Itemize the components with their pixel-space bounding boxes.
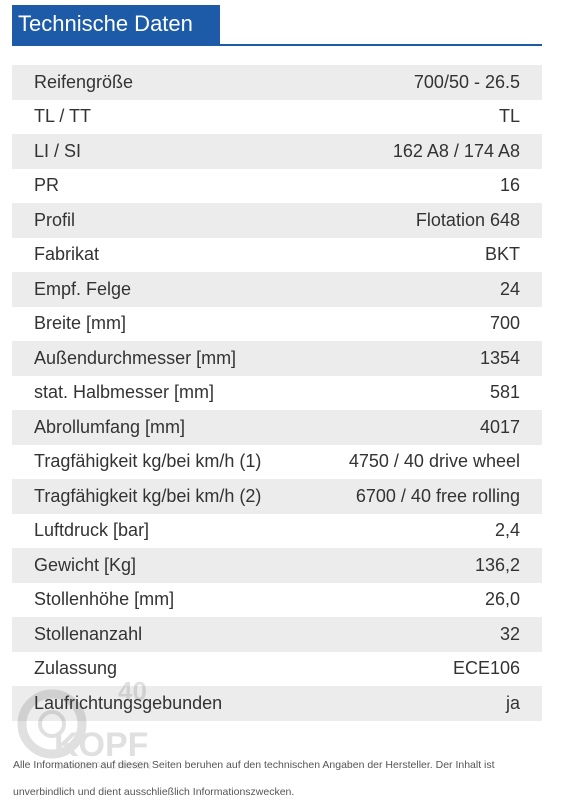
spec-row: Empf. Felge 24 <box>12 272 542 307</box>
spec-row: Profil Flotation 648 <box>12 203 542 238</box>
disclaimer-line-1: Alle Informationen auf diesen Seiten ber… <box>13 759 495 771</box>
spec-label: PR <box>12 168 308 203</box>
spec-label: Abrollumfang [mm] <box>12 410 308 445</box>
disclaimer: Alle Informationen auf diesen Seiten ber… <box>13 752 553 806</box>
spec-value: 16 <box>307 168 542 203</box>
spec-label: Reifengröße <box>12 65 308 100</box>
spec-label: Außendurchmesser [mm] <box>12 341 308 376</box>
spec-label: Gewicht [Kg] <box>12 548 308 583</box>
spec-value: 136,2 <box>307 548 542 583</box>
spec-value: 700 <box>307 306 542 341</box>
spec-value: 4017 <box>307 410 542 445</box>
section-title: Technische Daten <box>12 5 220 44</box>
spec-value: 24 <box>307 272 542 307</box>
spec-row: LI / SI 162 A8 / 174 A8 <box>12 134 542 169</box>
spec-label: Stollenhöhe [mm] <box>12 582 308 617</box>
spec-value: TL <box>307 99 542 134</box>
spec-value: 1354 <box>307 341 542 376</box>
spec-label: Tragfähigkeit kg/bei km/h (2) <box>12 479 308 514</box>
spec-label: Laufrichtungsgebunden <box>12 686 308 721</box>
spec-row: stat. Halbmesser [mm] 581 <box>12 375 542 410</box>
spec-label: Zulassung <box>12 651 308 686</box>
spec-label: Stollenanzahl <box>12 617 308 652</box>
spec-row: Tragfähigkeit kg/bei km/h (2) 6700 / 40 f… <box>12 479 542 514</box>
section-header: Technische Daten <box>12 5 542 46</box>
spec-row: Tragfähigkeit kg/bei km/h (1) 4750 / 40 d… <box>12 444 542 479</box>
spec-label: stat. Halbmesser [mm] <box>12 375 308 410</box>
spec-table-body: Reifengröße 700/50 - 26.5 TL / TT TL LI / SI… <box>12 65 542 721</box>
spec-row: Zulassung ECE106 <box>12 651 542 686</box>
spec-value: 32 <box>307 617 542 652</box>
spec-label: TL / TT <box>12 99 308 134</box>
spec-label: Fabrikat <box>12 237 308 272</box>
spec-value: 162 A8 / 174 A8 <box>307 134 542 169</box>
spec-label: Empf. Felge <box>12 272 308 307</box>
spec-row: Fabrikat BKT <box>12 237 542 272</box>
spec-label: Profil <box>12 203 308 238</box>
spec-row: Stollenanzahl 32 <box>12 617 542 652</box>
spec-row: Gewicht [Kg] 136,2 <box>12 548 542 583</box>
spec-value: 26,0 <box>307 582 542 617</box>
spec-row: Stollenhöhe [mm] 26,0 <box>12 582 542 617</box>
spec-value: ja <box>307 686 542 721</box>
spec-value: 581 <box>307 375 542 410</box>
spec-table: Reifengröße 700/50 - 26.5 TL / TT TL LI / SI… <box>12 65 542 721</box>
spec-value: ECE106 <box>307 651 542 686</box>
spec-value: 4750 / 40 drive wheel <box>307 444 542 479</box>
spec-label: Luftdruck [bar] <box>12 513 308 548</box>
spec-row: Luftdruck [bar] 2,4 <box>12 513 542 548</box>
spec-value: BKT <box>307 237 542 272</box>
spec-label: LI / SI <box>12 134 308 169</box>
header-divider <box>12 44 542 46</box>
spec-label: Tragfähigkeit kg/bei km/h (1) <box>12 444 308 479</box>
spec-value: 2,4 <box>307 513 542 548</box>
spec-row: Außendurchmesser [mm] 1354 <box>12 341 542 376</box>
spec-label: Breite [mm] <box>12 306 308 341</box>
spec-row: Abrollumfang [mm] 4017 <box>12 410 542 445</box>
spec-row: TL / TT TL <box>12 99 542 134</box>
spec-row: PR 16 <box>12 168 542 203</box>
spec-value: Flotation 648 <box>307 203 542 238</box>
disclaimer-line-2: unverbindlich und dient ausschließlich I… <box>13 786 295 798</box>
spec-row: Laufrichtungsgebunden ja <box>12 686 542 721</box>
spec-row: Reifengröße 700/50 - 26.5 <box>12 65 542 100</box>
spec-row: Breite [mm] 700 <box>12 306 542 341</box>
spec-value: 700/50 - 26.5 <box>307 65 542 100</box>
spec-value: 6700 / 40 free rolling <box>307 479 542 514</box>
